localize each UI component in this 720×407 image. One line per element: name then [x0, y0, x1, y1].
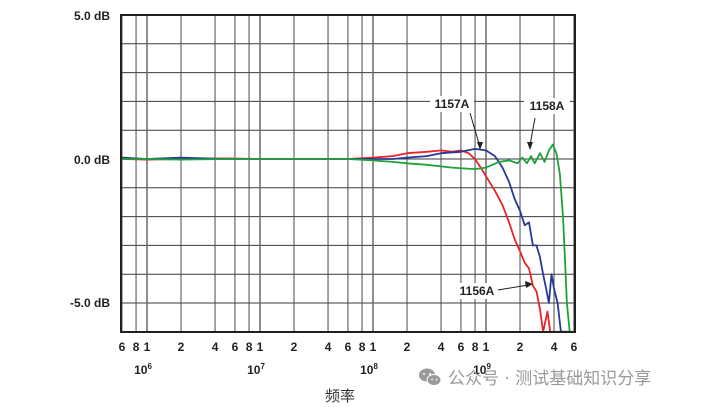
x-tick-label: 1 [370, 340, 377, 354]
label-1156a: 1156A [460, 284, 495, 298]
x-tick-label: 1 [483, 340, 490, 354]
watermark-text: 公众号 · 测试基础知识分享 [448, 369, 652, 389]
x-tick-label: 1 [257, 340, 264, 354]
x-tick-label: 8 [472, 340, 479, 354]
x-tick-label: 4 [325, 340, 332, 354]
x-tick-label: 8 [246, 340, 253, 354]
x-tick-label: 2 [291, 340, 298, 354]
x-decade-label: 107 [247, 362, 265, 377]
y-tick-label-5: 5.0 dB [74, 9, 110, 23]
y-tick-label-0: 0.0 dB [74, 153, 110, 167]
watermark: 公众号 · 测试基础知识分享 [418, 364, 651, 389]
x-decade-label: 108 [360, 362, 378, 377]
grid [121, 14, 575, 333]
x-tick-label: 4 [438, 340, 445, 354]
x-tick-label: 4 [212, 340, 219, 354]
label-1157a: 1157A [435, 97, 470, 111]
series-1157A [121, 147, 570, 333]
x-tick-label: 6 [232, 340, 239, 354]
x-tick-label: 6 [571, 340, 578, 354]
annotation-1156a: 1156A [456, 281, 533, 299]
x-tick-label: 6 [458, 340, 465, 354]
x-tick-label: 2 [517, 340, 524, 354]
x-tick-label: 8 [359, 340, 366, 354]
series-1156A [121, 149, 565, 333]
x-tick-label: 8 [133, 340, 140, 354]
wechat-icon [419, 368, 442, 386]
label-1158a: 1158A [530, 99, 565, 113]
series-1158A [121, 143, 574, 333]
annotation-1157a: 1157A [430, 96, 483, 150]
x-tick-label: 6 [119, 340, 126, 354]
x-tick-label: 2 [404, 340, 411, 354]
annotation-1158a: 1158A [524, 98, 570, 150]
curves [121, 143, 574, 333]
x-tick-label: 4 [551, 340, 558, 354]
x-tick-label: 1 [144, 340, 151, 354]
x-axis-label: 频率 [325, 387, 355, 405]
x-tick-label: 6 [345, 340, 352, 354]
x-tick-label: 2 [178, 340, 185, 354]
y-tick-label-minus5: -5.0 dB [70, 296, 110, 310]
plot-border [120, 14, 576, 333]
x-decade-label: 106 [134, 362, 152, 377]
